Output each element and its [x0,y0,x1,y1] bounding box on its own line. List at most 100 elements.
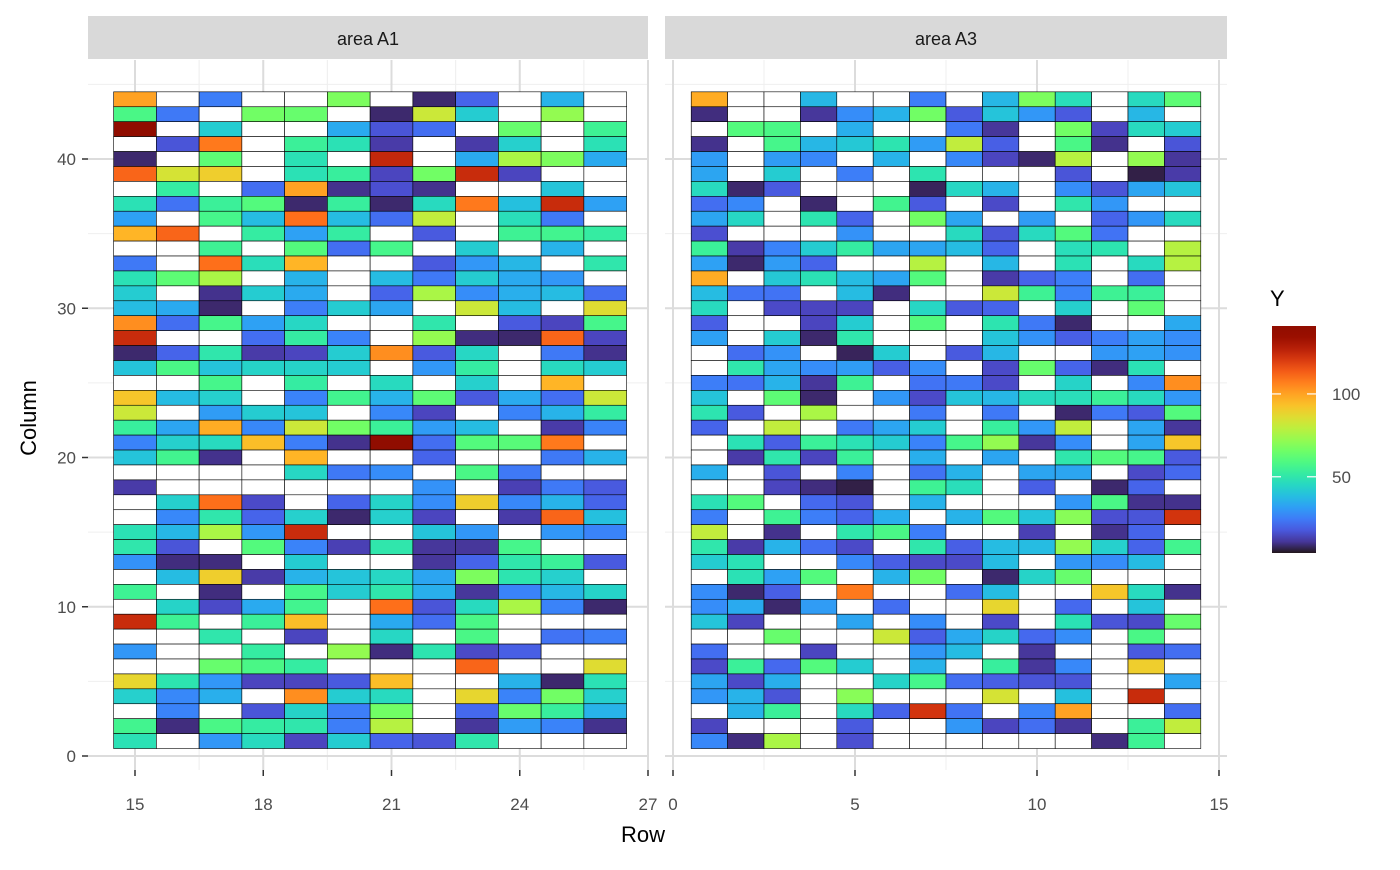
heatmap-cell [540,196,585,212]
heatmap-cell [763,240,801,257]
heatmap-cell [113,449,157,466]
heatmap-cell [690,375,728,391]
heatmap-cell [763,718,801,734]
heatmap-cell [945,375,983,391]
heatmap-cell [836,598,874,615]
heatmap-cell [455,151,499,167]
heatmap-cell [156,255,200,272]
heatmap-cell [909,345,947,361]
heatmap-cell [690,121,728,137]
heatmap-cell [369,285,414,302]
heatmap-cell [945,404,983,421]
heatmap-cell [1018,240,1056,257]
heatmap-cell [412,434,456,451]
heatmap-cell [327,419,371,436]
heatmap-cell [690,285,728,302]
heatmap-cell [156,390,200,406]
heatmap-cell [982,643,1020,660]
heatmap-cell [872,479,910,496]
legend: Y 50 100 [1270,286,1360,553]
heatmap-cell [690,390,728,406]
heatmap-cell [800,390,838,406]
heatmap-cell [763,524,801,540]
heatmap-cell [412,121,456,137]
heatmap-cell [727,404,765,421]
heatmap-cell [540,300,585,317]
heatmap-cell [498,598,542,615]
heatmap-cell [1164,91,1202,108]
heatmap-cell [241,703,285,719]
heatmap-cell [369,419,414,436]
heatmap-cell [727,509,765,525]
heatmap-cell [909,658,947,675]
heatmap-cell [369,598,414,615]
heatmap-cell [1018,598,1056,615]
heatmap-cell [156,688,200,705]
heatmap-cell [1164,688,1202,705]
heatmap-cell [1127,449,1165,466]
heatmap-cell [982,166,1020,182]
heatmap-cell [327,434,371,451]
heatmap-cell [1054,554,1092,570]
heatmap-cell [156,613,200,630]
heatmap-cell [982,255,1020,272]
heatmap-cell [284,181,328,197]
heatmap-cell [1127,121,1165,137]
heatmap-cell [198,524,243,540]
heatmap-cell [498,494,542,511]
heatmap-cell [836,375,874,391]
heatmap-cell [369,151,414,167]
heatmap-cell [763,255,801,272]
heatmap-cell [198,121,243,137]
heatmap-cell [156,419,200,436]
heatmap-cell [198,196,243,212]
heatmap-cell [583,643,627,660]
heatmap-cell [727,166,765,182]
heatmap-cell [412,509,456,525]
heatmap-cell [836,569,874,585]
heatmap-cell [113,584,157,600]
heatmap-cell [113,240,157,257]
heatmap-cell [982,479,1020,496]
heatmap-cell [872,613,910,630]
heatmap-cell [872,330,910,346]
heatmap-cell [872,121,910,137]
heatmap-cell [241,494,285,511]
heatmap-cell [690,539,728,555]
heatmap-cell [284,315,328,331]
heatmap-cell [1164,733,1202,749]
heatmap-cell [1018,419,1056,436]
heatmap-cell [982,225,1020,242]
heatmap-cell [412,584,456,600]
heatmap-cell [727,494,765,511]
heatmap-cell [113,688,157,705]
heatmap-cell [872,91,910,108]
heatmap-cell [198,270,243,287]
heatmap-cell [1127,643,1165,660]
heatmap-cell [800,181,838,197]
heatmap-cell [872,718,910,734]
heatmap-cell [872,509,910,525]
heatmap-cell [198,419,243,436]
heatmap-cell [1127,285,1165,302]
heatmap-cell [982,181,1020,197]
heatmap-cell [836,673,874,690]
heatmap-cell [763,390,801,406]
heatmap-cell [1127,494,1165,511]
heatmap-cell [284,434,328,451]
heatmap-cell [369,569,414,585]
heatmap-cell [1018,673,1056,690]
heatmap-cell [800,255,838,272]
heatmap-cell [327,569,371,585]
heatmap-cell [1127,509,1165,525]
heatmap-cell [455,181,499,197]
legend-tick-label: 100 [1332,385,1360,404]
heatmap-cell [412,166,456,182]
heatmap-cell [982,330,1020,346]
heatmap-cell [763,196,801,212]
heatmap-cell [1164,434,1202,451]
heatmap-cell [872,464,910,481]
heatmap-cell [1018,404,1056,421]
heatmap-cell [412,524,456,540]
heatmap-cell [455,404,499,421]
